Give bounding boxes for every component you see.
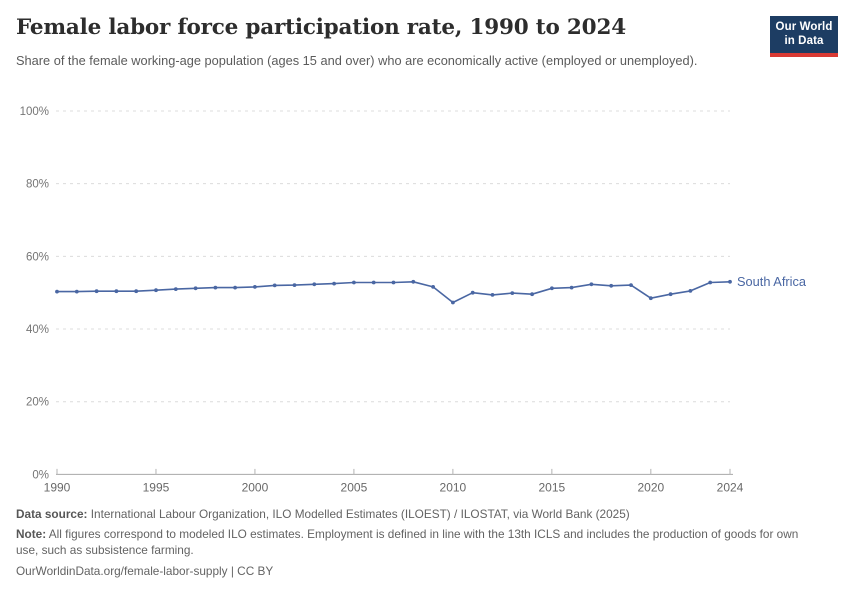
- data-point-1996: [173, 287, 178, 291]
- data-point-2002: [292, 283, 297, 287]
- data-point-2003: [312, 282, 317, 287]
- data-point-2010: [451, 300, 455, 305]
- y-tick-label-80: 80%: [26, 179, 49, 191]
- data-point-2020: [648, 296, 653, 301]
- data-point-2019: [629, 283, 633, 287]
- data-point-2017: [589, 282, 594, 287]
- owid-url-link[interactable]: OurWorldinData.org/female-labor-supply |…: [16, 564, 274, 579]
- data-point-2005: [352, 280, 356, 285]
- owid-logo: Our World in Data: [770, 16, 838, 57]
- owid-logo-line2: in Data: [784, 35, 824, 47]
- data-source-text: International Labour Organization, ILO M…: [87, 507, 630, 521]
- data-point-2024: [728, 279, 732, 284]
- note-text: All figures correspond to modeled ILO es…: [16, 526, 799, 557]
- x-tick-label-2015: 2015: [539, 480, 566, 494]
- x-tick-label-2024: 2024: [717, 480, 744, 494]
- data-point-2018: [609, 283, 614, 288]
- data-point-1995: [154, 288, 158, 293]
- chart-subtitle: Share of the female working-age populati…: [16, 53, 698, 68]
- x-tick-label-2010: 2010: [440, 480, 467, 494]
- data-point-2012: [490, 293, 495, 297]
- data-point-1998: [213, 285, 218, 290]
- data-point-2016: [569, 285, 574, 290]
- data-point-1993: [114, 289, 119, 294]
- data-source-line: Data source: International Labour Organi…: [16, 507, 826, 523]
- series-line-south-africa: [56, 281, 731, 304]
- x-tick-label-2005: 2005: [341, 480, 368, 494]
- x-tick-label-2020: 2020: [637, 480, 664, 494]
- data-point-1994: [134, 289, 139, 294]
- y-tick-label-0: 0%: [32, 469, 49, 481]
- x-tick-label-1995: 1995: [143, 480, 170, 494]
- license-line: OurWorldinData.org/female-labor-supply |…: [16, 564, 826, 580]
- data-point-2023: [708, 280, 713, 285]
- data-point-2014: [530, 292, 534, 297]
- data-point-1991: [74, 289, 79, 294]
- y-tick-label-100: 100%: [20, 106, 49, 118]
- x-tick-label-2000: 2000: [242, 480, 269, 494]
- data-point-2009: [431, 285, 435, 289]
- data-point-1997: [193, 286, 198, 291]
- data-point-2022: [688, 289, 693, 293]
- data-point-1992: [94, 289, 99, 294]
- note-line: Note: All figures correspond to modeled …: [16, 527, 816, 559]
- y-tick-label-20: 20%: [26, 397, 49, 409]
- data-point-2008: [411, 279, 416, 284]
- data-point-1999: [233, 285, 238, 290]
- data-point-2013: [510, 291, 515, 295]
- data-point-2007: [391, 280, 396, 285]
- data-point-2004: [332, 281, 336, 286]
- data-point-2000: [253, 285, 257, 289]
- data-source-label: Data source:: [16, 507, 88, 521]
- series-end-label: South Africa: [737, 274, 807, 289]
- y-tick-label-60: 60%: [26, 251, 49, 263]
- data-point-1990: [55, 289, 59, 294]
- owid-logo-line1: Our World: [775, 21, 833, 33]
- data-point-2011: [470, 290, 475, 295]
- y-tick-label-40: 40%: [26, 324, 49, 336]
- chart-title: Female labor force participation rate, 1…: [16, 15, 626, 40]
- data-point-2021: [668, 292, 673, 297]
- note-label: Note:: [16, 526, 47, 541]
- data-point-2006: [371, 280, 376, 285]
- x-tick-label-1990: 1990: [44, 480, 71, 494]
- data-point-2015: [550, 286, 554, 291]
- chart-footer: Data source: International Labour Organi…: [16, 507, 826, 584]
- data-point-2001: [272, 283, 277, 288]
